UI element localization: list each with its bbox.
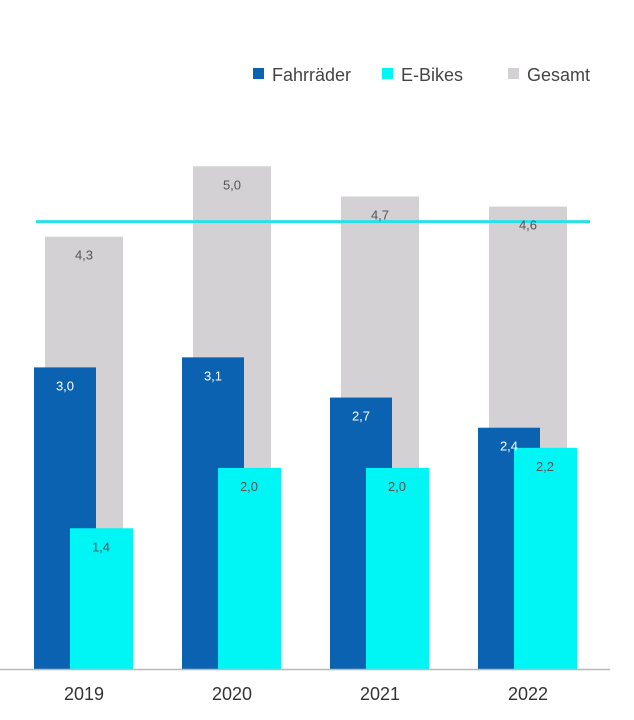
bar-ebikes-2021 — [366, 467, 429, 669]
data-label-gesamt-2021: 4,7 — [371, 207, 389, 222]
x-tick-label-2021: 2021 — [360, 684, 400, 704]
data-label-ebikes-2020: 2,0 — [240, 479, 258, 494]
legend-label-gesamt: Gesamt — [527, 65, 590, 85]
data-label-fahrraeder-2020: 3,1 — [204, 368, 222, 383]
legend-label-ebikes: E-Bikes — [401, 65, 463, 85]
legend-swatch-ebikes — [382, 68, 393, 79]
legend-swatch-gesamt — [508, 68, 519, 79]
bar-ebikes-2020 — [218, 467, 281, 669]
x-tick-label-2020: 2020 — [212, 684, 252, 704]
data-label-ebikes-2019: 1,4 — [92, 539, 110, 554]
bar-ebikes-2022 — [514, 447, 577, 669]
data-label-ebikes-2022: 2,2 — [536, 459, 554, 474]
data-label-fahrraeder-2021: 2,7 — [352, 409, 370, 424]
data-label-gesamt-2020: 5,0 — [223, 177, 241, 192]
data-label-gesamt-2022: 4,6 — [519, 218, 537, 233]
data-label-ebikes-2021: 2,0 — [388, 479, 406, 494]
data-label-gesamt-2019: 4,3 — [75, 248, 93, 263]
legend-label-fahrraeder: Fahrräder — [272, 65, 351, 85]
bar-ebikes-2019 — [70, 528, 133, 669]
x-tick-label-2022: 2022 — [508, 684, 548, 704]
legend: Fahrräder E-Bikes Gesamt — [253, 65, 590, 85]
legend-swatch-fahrraeder — [253, 68, 264, 79]
data-label-fahrraeder-2019: 3,0 — [56, 378, 74, 393]
data-label-fahrraeder-2022: 2,4 — [500, 439, 518, 454]
x-tick-label-2019: 2019 — [64, 684, 104, 704]
